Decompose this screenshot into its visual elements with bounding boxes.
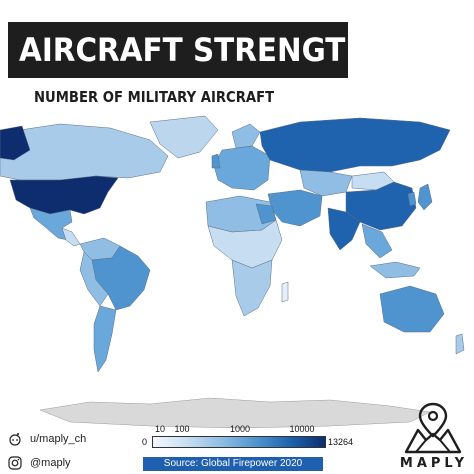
legend-max-label: 13264 [328,437,354,447]
legend-gradient-bar [152,436,326,448]
region-russia [259,117,451,173]
region-korea [407,191,417,207]
source-label: Source: Global Firepower 2020 [143,457,323,471]
region-europe [213,145,271,191]
legend-ticks: 10 100 1000 10000 [144,424,354,436]
region-scandinavia [231,123,261,149]
region-argentina-chile [93,305,117,373]
legend-tick: 1000 [229,424,251,434]
region-australia [379,285,445,333]
region-united-states [9,175,119,215]
title-banner: AIRCRAFT STRENGTH [8,22,370,78]
region-antarctica [39,397,431,429]
region-indonesia [369,261,421,279]
instagram-icon [8,456,22,470]
instagram-handle: @maply [30,457,71,469]
region-uk [211,153,221,169]
brand-name: MAPLY [399,456,469,471]
page-subtitle: NUMBER OF MILITARY AIRCRAFT [34,88,275,106]
legend-tick: 10 [154,424,166,434]
world-choropleth-map [0,115,465,429]
reddit-handle: u/maply_ch [30,433,87,445]
region-southern-africa [231,259,273,317]
region-central-america [61,227,81,247]
map-pin-mountain-icon [404,400,462,454]
region-peru-bolivia [79,251,109,307]
region-madagascar [281,281,289,303]
region-central-africa [207,219,283,269]
region-japan [417,183,433,211]
reddit-handle-row: u/maply_ch [8,432,86,446]
legend-tick: 100 [174,424,190,434]
region-india [327,207,361,251]
page-title: AIRCRAFT STRENGTH [19,31,371,69]
legend-tick: 10000 [289,424,315,434]
region-alaska [0,125,31,161]
region-southeast-asia [361,223,393,259]
legend-min-label: 0 [142,437,148,447]
instagram-handle-row: @maply [8,456,71,470]
color-legend: 10 100 1000 10000 0 13264 [142,424,354,468]
region-greenland [149,115,219,159]
reddit-icon [8,432,22,446]
region-new-zealand [455,333,465,355]
